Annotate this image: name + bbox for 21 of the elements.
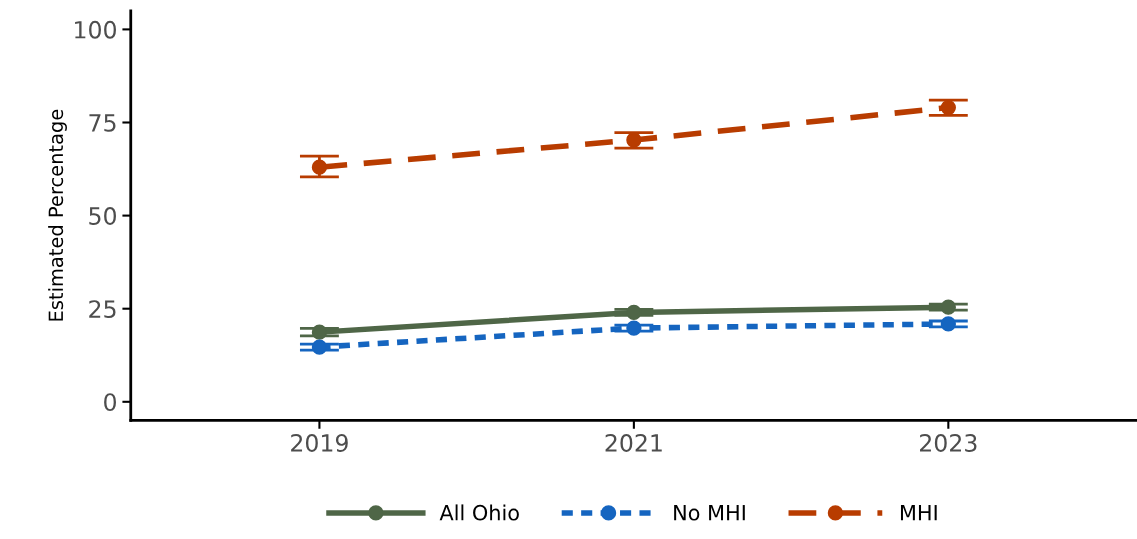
x-tick-label: 2023 xyxy=(920,434,977,452)
point xyxy=(626,320,642,336)
point xyxy=(940,316,956,332)
point xyxy=(940,299,956,315)
y-axis-title: Estimated Percentage xyxy=(48,109,67,321)
x-tick-label: 2019 xyxy=(291,434,348,452)
point xyxy=(940,99,956,116)
legend-label: No MHI xyxy=(674,505,745,521)
legend-label: All Ohio xyxy=(439,504,519,521)
legend-label: MHI xyxy=(900,505,937,521)
y-tick-label: 25 xyxy=(89,300,116,319)
y-tick-label: 75 xyxy=(89,114,116,132)
y-tick-label: 50 xyxy=(89,207,116,225)
y-tick-label: 0 xyxy=(104,393,116,412)
point xyxy=(626,132,642,148)
point xyxy=(311,159,328,175)
y-tick-label: 100 xyxy=(75,20,116,39)
point xyxy=(311,324,328,340)
point xyxy=(626,304,642,321)
point xyxy=(311,339,328,355)
x-tick-label: 2021 xyxy=(605,434,662,452)
